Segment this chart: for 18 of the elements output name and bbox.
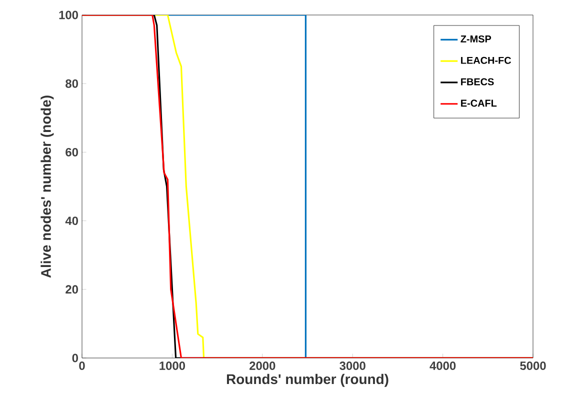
y-tick-label: 0	[72, 354, 78, 362]
y-tick-label: 60	[66, 148, 78, 156]
legend-label: E-CAFL	[461, 100, 497, 107]
y-tick-label: 20	[66, 285, 78, 294]
y-axis-title: Alive nodes' number (node)	[40, 96, 54, 278]
x-axis-title: Rounds' number (round)	[226, 374, 388, 387]
x-tick-label: 4000	[430, 362, 456, 370]
x-tick-label: 2000	[250, 362, 276, 370]
legend-label: LEACH-FC	[461, 56, 512, 64]
y-tick-label: 80	[66, 79, 78, 88]
x-tick-label: 0	[79, 362, 85, 370]
y-tick-label: 40	[65, 216, 78, 226]
x-tick-label: 1000	[160, 362, 185, 370]
x-tick-label: 5000	[520, 362, 546, 370]
legend-label: Z-MSP	[460, 35, 492, 42]
legend-label: FBECS	[461, 78, 494, 86]
y-tick-label: 100	[59, 10, 78, 20]
x-tick-label: 3000	[340, 362, 366, 370]
